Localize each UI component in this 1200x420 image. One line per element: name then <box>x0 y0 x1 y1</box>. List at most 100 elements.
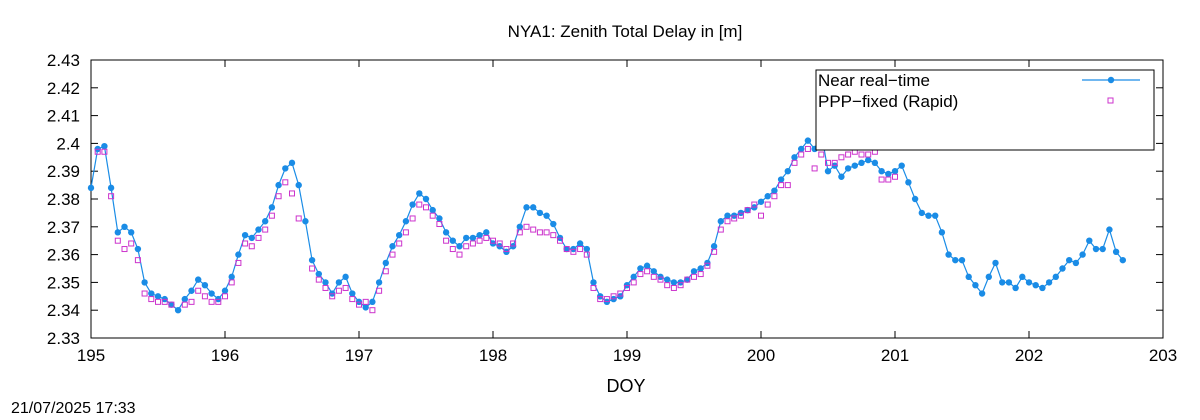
series-1-point-75 <box>610 293 617 300</box>
series-1-point-84 <box>670 284 677 291</box>
series-1-point-64 <box>536 229 543 236</box>
series-1-point-28 <box>289 190 295 197</box>
series-0-point-121 <box>898 162 905 169</box>
series-0-point-68 <box>543 212 550 219</box>
series-0-point-59 <box>483 229 490 236</box>
series-0-point-115 <box>858 159 865 167</box>
series-0-point-26 <box>262 218 269 225</box>
series-1-point-92 <box>724 218 731 225</box>
series-0-point-54 <box>449 237 456 244</box>
timestamp: 21/07/2025 17:33 <box>11 400 136 417</box>
series-1-point-103 <box>798 151 805 158</box>
series-0-point-31 <box>295 181 302 189</box>
series-0-point-9 <box>148 290 155 297</box>
series-0-point-141 <box>1032 281 1039 289</box>
series-1-point-106 <box>818 151 825 158</box>
series-1-point-108 <box>831 159 838 166</box>
series-0-point-148 <box>1079 251 1086 258</box>
series-0-point-52 <box>436 215 443 222</box>
series-1-point-102 <box>791 159 798 166</box>
series-1-point-25 <box>268 212 275 219</box>
series-1-point-63 <box>530 226 537 233</box>
series-1-point-3 <box>114 237 121 244</box>
series-0-point-154 <box>1119 256 1127 264</box>
series-0-point-133 <box>978 290 986 297</box>
series-0-point-147 <box>1072 259 1080 267</box>
series-0-point-55 <box>456 243 463 250</box>
series-0-point-84 <box>650 268 657 275</box>
series-0-point-30 <box>288 159 296 167</box>
series-0-point-17 <box>201 281 209 289</box>
series-0-point-140 <box>1025 279 1033 286</box>
series-1-point-29 <box>295 215 302 222</box>
series-0-point-27 <box>268 204 276 211</box>
series-1-point-93 <box>731 215 738 222</box>
series-0-point-44 <box>382 259 389 267</box>
series-0-point-49 <box>416 190 423 197</box>
series-1-point-58 <box>496 240 503 247</box>
series-1-point-67 <box>557 237 563 244</box>
series-0-point-81 <box>630 273 637 281</box>
y-tick-label-5: 2.38 <box>47 190 80 209</box>
series-0-point-53 <box>442 229 450 236</box>
series-0-point-146 <box>1066 256 1073 264</box>
series-0-point-21 <box>228 273 235 281</box>
legend-box <box>815 69 1155 151</box>
series-1-point-98 <box>764 201 771 208</box>
series-0-point-66 <box>530 204 537 211</box>
series-1-point-40 <box>376 287 383 294</box>
series-0-point-6 <box>128 229 135 236</box>
series-0-point-75 <box>590 279 597 286</box>
series-1-point-62 <box>523 223 530 230</box>
series-1-point-8 <box>148 296 155 303</box>
series-1-point-73 <box>597 296 604 303</box>
series-1-point-15 <box>201 293 208 300</box>
series-1-point-105 <box>811 165 818 172</box>
legend-marker-ppp-fixed-rapid <box>1107 97 1114 104</box>
series-0-point-20 <box>221 287 229 294</box>
series-0-point-13 <box>174 307 182 314</box>
series-0-point-117 <box>871 159 879 167</box>
series-0-point-137 <box>1005 279 1013 286</box>
series-0-point-2 <box>101 142 108 150</box>
series-0-point-42 <box>369 298 376 306</box>
series-0-point-134 <box>985 273 992 281</box>
series-1-point-86 <box>684 276 691 283</box>
series-0-point-136 <box>999 279 1006 286</box>
series-1-point-2 <box>108 193 115 200</box>
y-tick-label-6: 2.39 <box>47 162 80 181</box>
legend: Near real−time PPP−fixed (Rapid) <box>815 69 1155 151</box>
series-0-point-118 <box>878 168 885 175</box>
series-1-point-69 <box>570 248 577 255</box>
series-0-point-143 <box>1045 279 1053 286</box>
y-tick-label-8: 2.41 <box>47 107 80 126</box>
series-0-point-142 <box>1039 284 1046 292</box>
series-1-point-72 <box>590 284 597 291</box>
series-0-point-128 <box>945 251 952 258</box>
series-1-point-104 <box>804 145 811 152</box>
y-tick-label-4: 2.37 <box>47 218 80 237</box>
series-1-point-0 <box>94 148 101 155</box>
series-0-point-90 <box>690 268 698 275</box>
series-1-point-65 <box>543 229 550 236</box>
legend-label-near-real-time: Near real−time <box>818 71 930 90</box>
series-0-point-149 <box>1086 237 1093 244</box>
x-tick-label-5: 200 <box>747 346 775 365</box>
series-0-point-58 <box>476 231 483 239</box>
series-0-point-82 <box>637 265 644 272</box>
series-0-point-145 <box>1059 265 1066 272</box>
series-1-point-4 <box>121 246 128 253</box>
series-1-point-59 <box>503 246 510 253</box>
series-0-point-114 <box>851 162 858 169</box>
x-tick-label-3: 198 <box>479 346 507 365</box>
legend-marker-near-real-time <box>1107 76 1115 84</box>
series-0-point-132 <box>972 281 979 289</box>
series-1-point-16 <box>208 298 215 305</box>
series-1-point-112 <box>858 151 865 158</box>
series-1-point-20 <box>235 259 242 266</box>
series-1-point-33 <box>329 293 336 300</box>
series-1-point-85 <box>677 282 684 289</box>
series-0-point-74 <box>583 245 590 253</box>
series-0-point-5 <box>121 223 128 230</box>
series-1-point-30 <box>309 265 316 272</box>
